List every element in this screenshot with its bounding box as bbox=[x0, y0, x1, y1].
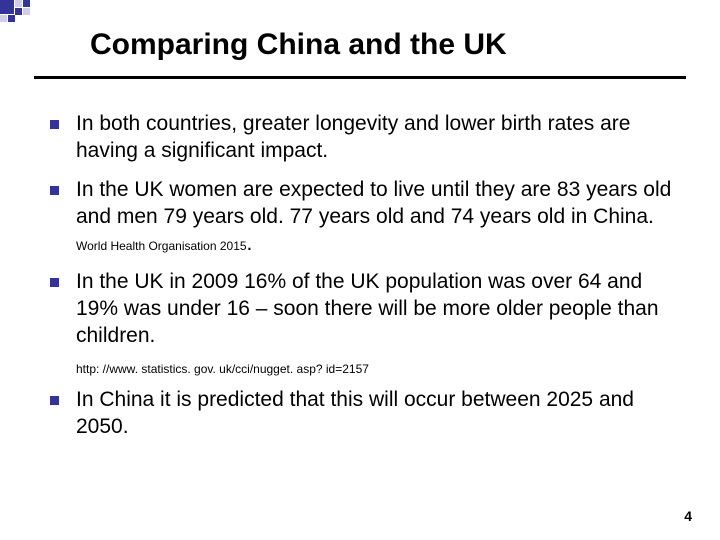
period: . bbox=[247, 232, 253, 255]
bullet-text: In China it is predicted that this will … bbox=[76, 388, 634, 438]
citation-text: http: //www. statistics. gov. uk/cci/nug… bbox=[76, 362, 676, 377]
bullet-list-top: In both countries, greater longevity and… bbox=[44, 111, 676, 350]
bullet-text: In the UK in 2009 16% of the UK populati… bbox=[76, 270, 659, 347]
inline-source: World Health Organisation 2015 bbox=[76, 239, 247, 253]
list-item: In both countries, greater longevity and… bbox=[44, 111, 676, 165]
list-item: In the UK in 2009 16% of the UK populati… bbox=[44, 269, 676, 350]
page-number: 4 bbox=[684, 508, 692, 524]
title-container: Comparing China and the UK bbox=[0, 0, 720, 68]
corner-decoration bbox=[0, 0, 64, 38]
list-item: In China it is predicted that this will … bbox=[44, 387, 676, 441]
list-item: In the UK women are expected to live unt… bbox=[44, 177, 676, 258]
bullet-text: In both countries, greater longevity and… bbox=[76, 112, 630, 162]
bullet-text: In the UK women are expected to live unt… bbox=[76, 178, 671, 228]
content-area: In both countries, greater longevity and… bbox=[0, 79, 720, 441]
page-title: Comparing China and the UK bbox=[90, 28, 680, 62]
bullet-list-bottom: In China it is predicted that this will … bbox=[44, 387, 676, 441]
slide: Comparing China and the UK In both count… bbox=[0, 0, 720, 540]
